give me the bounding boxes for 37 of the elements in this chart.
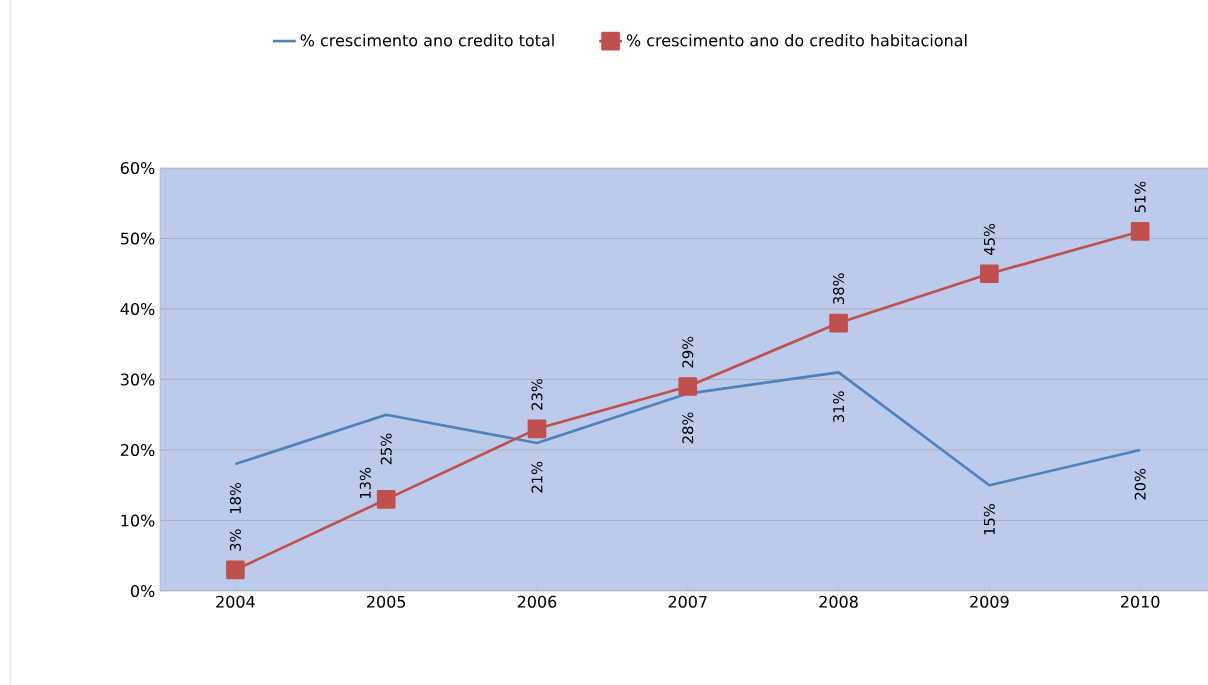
y-tick-label: 20% — [120, 443, 155, 457]
point — [980, 264, 999, 284]
data-label: 29% — [682, 336, 694, 368]
data-label: 31% — [833, 391, 845, 422]
point — [1130, 222, 1150, 241]
x-tick-label: 2010 — [1120, 595, 1160, 608]
point — [678, 377, 698, 396]
data-label: 3% — [229, 529, 241, 551]
data-label: 28% — [682, 412, 694, 444]
y-tick-label: 40% — [120, 302, 155, 316]
data-label: 45% — [983, 223, 995, 255]
data-label: 13% — [359, 467, 371, 499]
point — [527, 419, 547, 439]
data-label: 25% — [380, 433, 392, 465]
y-tick-label: 30% — [120, 373, 155, 386]
x-tick-label: 2008 — [819, 595, 858, 608]
point — [376, 490, 396, 509]
legend-label: % crescimento ano do credito habitacional — [626, 34, 967, 47]
x-tick-label: 2004 — [216, 595, 255, 608]
x-tick-label: 2009 — [970, 595, 1009, 608]
y-tick-label: 10% — [121, 514, 155, 527]
data-label: 15% — [983, 504, 995, 535]
y-tick-label: 0% — [130, 584, 155, 598]
data-label: 18% — [229, 482, 241, 514]
data-label: 51% — [1134, 181, 1146, 213]
point — [829, 313, 848, 333]
data-label: 20% — [1134, 468, 1146, 500]
point — [226, 560, 245, 580]
x-tick-label: 2005 — [367, 595, 406, 608]
y-tick-label: 60% — [120, 161, 155, 175]
y-tick-label: 50% — [120, 232, 155, 245]
data-label: 21% — [531, 461, 543, 493]
x-tick-label: 2007 — [668, 595, 707, 608]
data-label: 23% — [531, 379, 543, 410]
x-tick-label: 2006 — [517, 595, 557, 608]
data-label: 38% — [833, 273, 845, 304]
legend-label: % crescimento ano credito total — [300, 34, 554, 47]
